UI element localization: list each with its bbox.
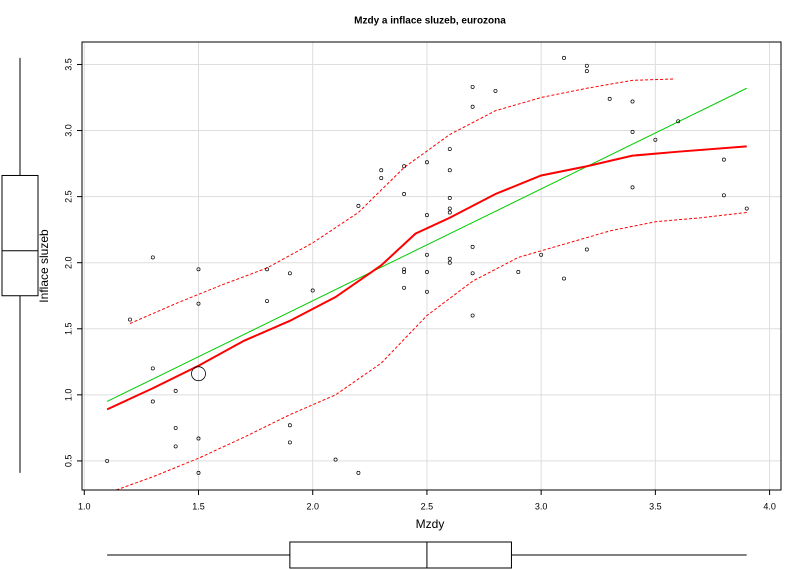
y-tick-label: 1.0 xyxy=(63,389,73,402)
point xyxy=(402,164,407,169)
point xyxy=(265,299,269,303)
plot-frame xyxy=(81,41,782,491)
point xyxy=(424,269,429,274)
y-tick-label: 0.5 xyxy=(63,455,73,468)
point xyxy=(196,301,201,306)
point xyxy=(105,458,110,463)
point xyxy=(447,195,452,200)
y-axis-label: Inflace sluzeb xyxy=(37,229,51,303)
point xyxy=(191,366,206,382)
point xyxy=(584,69,589,74)
point xyxy=(150,255,155,260)
point xyxy=(173,425,178,430)
point xyxy=(630,185,635,190)
point xyxy=(516,269,521,274)
fit-line xyxy=(106,145,747,411)
point xyxy=(744,206,749,211)
point xyxy=(196,436,201,441)
point xyxy=(402,192,407,196)
point xyxy=(424,160,429,165)
grid xyxy=(82,42,781,490)
x-axis-label: Mzdy xyxy=(416,517,445,531)
point xyxy=(562,55,566,60)
point xyxy=(470,84,475,89)
point xyxy=(287,423,292,428)
point xyxy=(150,399,155,404)
point xyxy=(150,366,155,371)
point xyxy=(470,244,475,249)
point xyxy=(310,288,315,293)
y-tick-label: 1.5 xyxy=(63,323,73,336)
point xyxy=(402,285,407,290)
point xyxy=(173,388,178,393)
point xyxy=(447,147,452,151)
point xyxy=(128,317,132,322)
y-tick-label: 3.0 xyxy=(63,124,73,137)
fit-line xyxy=(106,87,747,402)
point xyxy=(562,276,566,281)
fit-line xyxy=(116,211,747,490)
point xyxy=(539,252,544,257)
point xyxy=(676,119,681,124)
point xyxy=(196,267,201,272)
point xyxy=(287,440,292,445)
plot-area xyxy=(105,55,749,490)
point xyxy=(584,247,589,252)
point xyxy=(470,271,475,276)
point xyxy=(630,129,635,134)
y-tick-label: 3.5 xyxy=(63,58,73,71)
point xyxy=(493,88,498,93)
chart-title: Mzdy a inflace sluzeb, eurozona xyxy=(354,16,506,27)
point xyxy=(424,289,429,294)
point xyxy=(424,252,429,257)
point xyxy=(721,193,726,198)
x-tick-label: 1.0 xyxy=(78,501,91,511)
point xyxy=(287,271,292,276)
box xyxy=(289,541,512,569)
point xyxy=(196,470,201,475)
point xyxy=(584,63,589,68)
x-tick-label: 3.0 xyxy=(535,501,548,511)
point xyxy=(356,203,361,208)
x-tick-label: 2.0 xyxy=(306,501,319,511)
point xyxy=(265,267,269,272)
point xyxy=(447,210,452,215)
x-tick-label: 3.5 xyxy=(649,501,662,511)
fit-line xyxy=(129,78,674,324)
point xyxy=(447,168,452,173)
point xyxy=(402,269,407,274)
y-tick-label: 2.5 xyxy=(63,190,73,203)
point xyxy=(173,444,178,449)
point xyxy=(470,313,475,318)
point xyxy=(447,260,452,265)
x-tick-label: 1.5 xyxy=(192,501,205,511)
point xyxy=(607,96,612,101)
point xyxy=(653,137,658,142)
point xyxy=(333,457,338,462)
point xyxy=(470,104,475,109)
point xyxy=(447,206,452,211)
point xyxy=(379,176,384,181)
point xyxy=(630,99,635,104)
box xyxy=(1,174,39,297)
point xyxy=(447,256,452,261)
x-tick-label: 4.0 xyxy=(763,501,776,511)
x-tick-label: 2.5 xyxy=(421,501,434,511)
point xyxy=(721,157,726,162)
y-tick-label: 2.0 xyxy=(63,256,73,269)
point xyxy=(356,470,361,475)
point xyxy=(424,213,429,218)
point xyxy=(379,168,384,173)
point xyxy=(402,267,407,272)
